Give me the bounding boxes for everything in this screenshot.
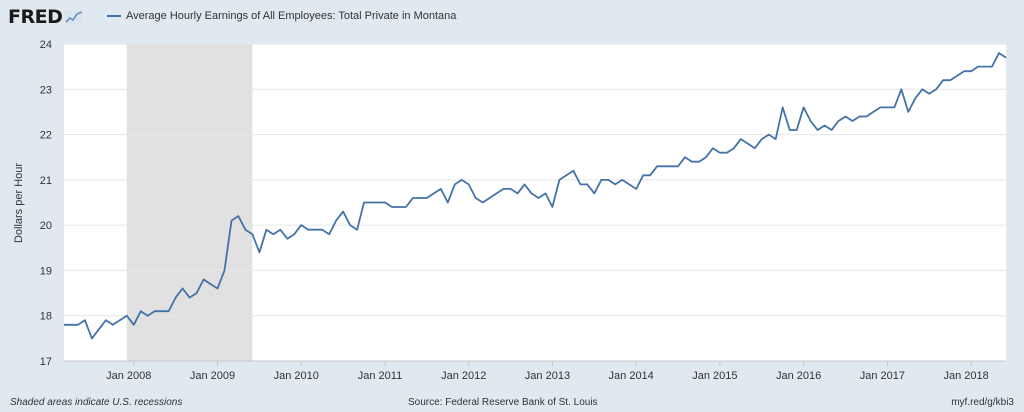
x-tick-label-1: Jan 2009	[190, 370, 235, 382]
series-line-0[interactable]	[64, 52, 1007, 340]
x-tick-label-3: Jan 2011	[358, 370, 402, 382]
source-note: Source: Federal Reserve Bank of St. Loui…	[408, 397, 598, 408]
gridlines	[64, 43, 1006, 362]
y-tick-label-20: 20	[40, 220, 52, 232]
y-tick-label-24: 24	[40, 39, 52, 51]
y-tick-label-17: 17	[40, 356, 52, 368]
y-tick-label-19: 19	[40, 265, 52, 277]
y-axis-ticks: 17 18 19 20 21 22 23 24	[40, 39, 52, 368]
fred-graph-icon	[65, 10, 84, 24]
legend: Average Hourly Earnings of All Employees…	[107, 10, 456, 22]
x-tick-label-4: Jan 2012	[441, 370, 486, 382]
x-tick-label-6: Jan 2014	[609, 370, 654, 382]
recession-note: Shaded areas indicate U.S. recessions	[10, 397, 183, 408]
legend-series-label: Average Hourly Earnings of All Employees…	[126, 10, 457, 22]
x-tick-label-5: Jan 2013	[525, 370, 570, 382]
x-tick-label-7: Jan 2015	[692, 370, 737, 382]
series-layer	[64, 52, 1007, 340]
x-axis-ticks: Jan 2008 Jan 2009 Jan 2010 Jan 2011 Jan 2012…	[106, 361, 989, 382]
x-tick-label-9: Jan 2017	[860, 370, 905, 382]
x-tick-label-8: Jan 2016	[776, 370, 821, 382]
y-tick-label-21: 21	[40, 175, 52, 187]
x-tick-label-10: Jan 2018	[943, 370, 988, 382]
recession-shading-layer	[126, 44, 253, 361]
line-chart: 17 18 19 20 21 22 23 24 Jan 2008 Jan 2009 Jan 201…	[13, 39, 1007, 382]
x-tick-label-2: Jan 2010	[274, 370, 319, 382]
chart-header: FRED Average Hourly Earnings of All Empl…	[0, 0, 1024, 34]
y-axis-label: Dollars per Hour	[13, 163, 25, 243]
y-tick-label-22: 22	[40, 130, 52, 142]
share-link[interactable]: myf.red/g/kbi3	[951, 397, 1014, 408]
y-tick-label-23: 23	[40, 84, 52, 96]
fred-logo-text: FRED	[8, 6, 63, 28]
x-tick-label-0: Jan 2008	[106, 370, 151, 382]
fred-logo[interactable]: FRED	[8, 6, 84, 28]
legend-series-swatch	[107, 15, 121, 17]
y-tick-label-18: 18	[40, 311, 52, 323]
recession-band-0	[126, 44, 253, 361]
